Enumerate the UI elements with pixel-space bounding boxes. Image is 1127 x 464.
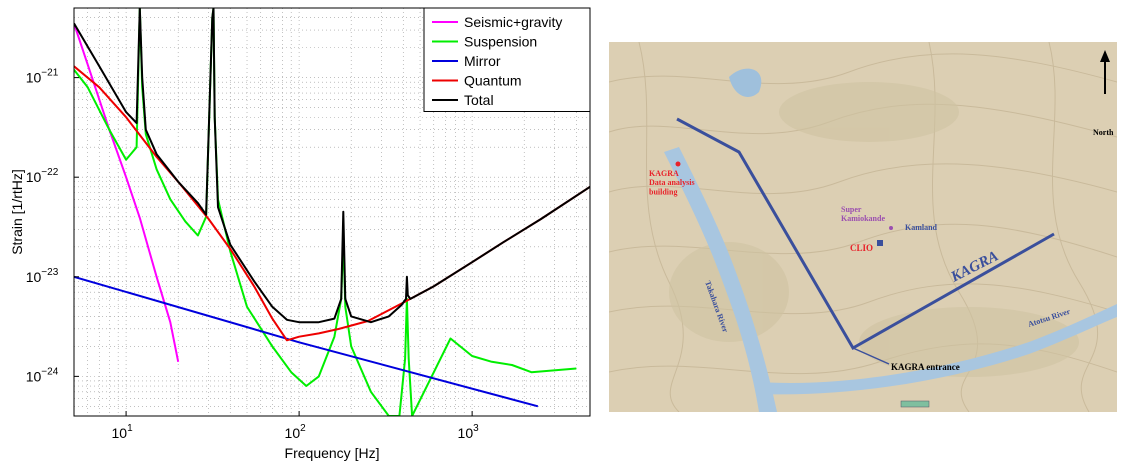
- legend-box: [423, 7, 591, 112]
- north-label: North: [1093, 128, 1114, 137]
- north-arrow-icon: [1100, 50, 1110, 94]
- legend-entry: Mirror: [464, 53, 501, 69]
- superk-marker: [889, 226, 893, 230]
- x-axis-label: Frequency [Hz]: [285, 445, 380, 461]
- legend-entry: Quantum: [464, 73, 522, 89]
- y-tick-label: 10−21: [26, 68, 59, 86]
- series-lines: [74, 8, 590, 416]
- y-tick-label: 10−24: [26, 366, 59, 384]
- series-line-mirror: [74, 275, 539, 408]
- entrance-leader: [852, 347, 890, 365]
- clio-label: CLIO: [850, 243, 873, 253]
- atotsu-river: [759, 304, 1117, 395]
- scale-bar: [900, 400, 930, 408]
- grid-lines: [73, 7, 590, 417]
- series-line-total: [74, 8, 590, 324]
- x-tick-label: 103: [458, 423, 480, 441]
- kagra-tunnel: [676, 117, 1055, 351]
- x-tick-label: 101: [112, 423, 134, 441]
- legend-entry: Seismic+gravity: [464, 14, 562, 30]
- data-building-label: KAGRA Data analysis building: [649, 169, 695, 196]
- legend: Seismic+gravity Suspension Mirror Quantum To…: [423, 7, 591, 112]
- kagra-site-map: KAGRA Data analysis building Super Kamiokan…: [609, 42, 1117, 412]
- y-tick-label: 10−22: [26, 167, 59, 185]
- kamland-label: Kamland: [905, 223, 938, 232]
- x-tick-label: 102: [285, 423, 307, 441]
- map-svg: KAGRA Data analysis building Super Kamiokan…: [609, 42, 1117, 412]
- y-tick-label: 10−23: [26, 267, 59, 285]
- plot-frame: [73, 7, 591, 417]
- superk-label: Super Kamiokande: [841, 205, 885, 223]
- entrance-label: KAGRA entrance: [891, 362, 960, 372]
- legend-entry: Total: [464, 92, 494, 108]
- series-line-seismic-gravity: [74, 23, 180, 362]
- data-building-marker: [675, 161, 681, 167]
- clio-marker: [877, 240, 883, 246]
- y-axis-label: Strain [1/rtHz]: [9, 169, 25, 255]
- dam-reservoir: [729, 68, 762, 97]
- legend-entry: Suspension: [464, 34, 537, 50]
- takahara-river: [664, 147, 777, 412]
